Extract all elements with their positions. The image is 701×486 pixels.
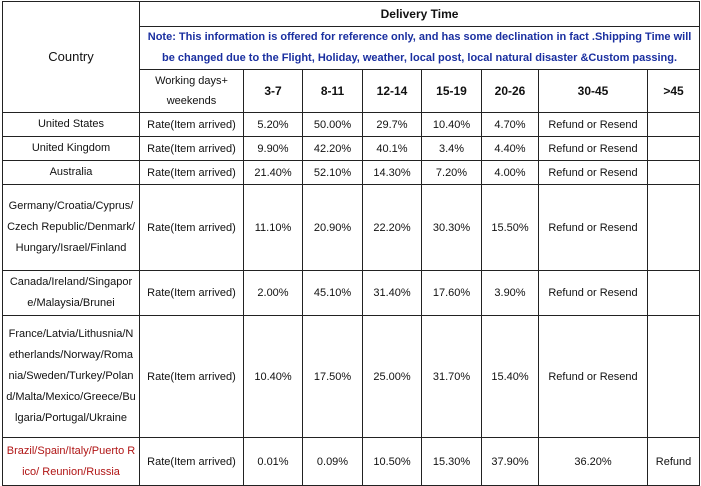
empty-cell [646, 160, 701, 185]
column-header: 12-14 [362, 69, 422, 113]
country-cell: Brazil/Spain/Italy/Puerto Rico/ Reunion/… [2, 437, 140, 486]
table-row: United Kingdom Rate(Item arrived) 9.90% 42.… [2, 136, 701, 161]
column-header: >45 [646, 69, 701, 113]
cell: 0.01% [243, 437, 303, 486]
country-header: Country [2, 1, 140, 113]
cell: 15.30% [421, 437, 482, 486]
delivery-time-header: Delivery Time [138, 1, 701, 27]
empty-cell [646, 112, 701, 137]
country-cell: United Kingdom [2, 136, 140, 161]
cell: 17.50% [302, 315, 363, 438]
table-row: United States Rate(Item arrived) 5.20% 50.0… [2, 112, 701, 137]
cell: 37.90% [481, 437, 539, 486]
cell: 40.1% [362, 136, 422, 161]
cell: 30.30% [421, 184, 482, 271]
cell: Rate(Item arrived) [139, 184, 244, 271]
cell: 45.10% [302, 270, 363, 316]
cell: 52.10% [302, 160, 363, 185]
cell: 5.20% [243, 112, 303, 137]
table-row: Germany/Croatia/Cyprus/Czech Republic/De… [2, 184, 701, 271]
cell: Refund or Resend [538, 315, 648, 438]
cell: Rate(Item arrived) [139, 136, 244, 161]
country-cell: Australia [2, 160, 140, 185]
cell: Refund or Resend [538, 270, 648, 316]
cell: 31.40% [362, 270, 422, 316]
table-row: Australia Rate(Item arrived) 21.40% 52.10% 1… [2, 160, 701, 185]
cell: 4.70% [481, 112, 539, 137]
column-header: Working days+ weekends [139, 69, 244, 113]
column-header: 8-11 [302, 69, 363, 113]
cell: 20.90% [302, 184, 363, 271]
cell: 50.00% [302, 112, 363, 137]
table-row: Brazil/Spain/Italy/Puerto Rico/ Reunion/… [2, 437, 701, 486]
cell: 15.40% [481, 315, 539, 438]
cell: Refund or Resend [538, 160, 648, 185]
cell: 17.60% [421, 270, 482, 316]
cell: Rate(Item arrived) [139, 160, 244, 185]
country-cell: France/Latvia/Lithusnia/Netherlands/Norw… [2, 315, 140, 438]
empty-cell [646, 315, 701, 438]
column-header: 20-26 [481, 69, 539, 113]
cell: 3.4% [421, 136, 482, 161]
cell: Rate(Item arrived) [139, 437, 244, 486]
cell: 15.50% [481, 184, 539, 271]
empty-cell [646, 270, 701, 316]
cell: Refund [646, 437, 701, 486]
cell: Refund or Resend [538, 184, 648, 271]
note: Note: This information is offered for re… [138, 26, 701, 70]
column-header: 3-7 [243, 69, 303, 113]
cell: 10.40% [243, 315, 303, 438]
cell: 9.90% [243, 136, 303, 161]
country-cell: United States [2, 112, 140, 137]
cell: 31.70% [421, 315, 482, 438]
column-header: 30-45 [538, 69, 648, 113]
cell: Refund or Resend [538, 112, 648, 137]
country-cell: Canada/Ireland/Singapore/Malaysia/Brunei [2, 270, 140, 316]
country-cell: Germany/Croatia/Cyprus/Czech Republic/De… [2, 184, 140, 271]
cell: 14.30% [362, 160, 422, 185]
table-row: France/Latvia/Lithusnia/Netherlands/Norw… [2, 315, 701, 438]
cell: Refund or Resend [538, 136, 648, 161]
table-row: Canada/Ireland/Singapore/Malaysia/Brunei… [2, 270, 701, 316]
empty-cell [646, 136, 701, 161]
cell: 4.40% [481, 136, 539, 161]
cell: Rate(Item arrived) [139, 270, 244, 316]
cell: 3.90% [481, 270, 539, 316]
cell: 4.00% [481, 160, 539, 185]
cell: 29.7% [362, 112, 422, 137]
cell: 7.20% [421, 160, 482, 185]
cell: 42.20% [302, 136, 363, 161]
empty-cell [646, 184, 701, 271]
cell: Rate(Item arrived) [139, 112, 244, 137]
cell: 0.09% [302, 437, 363, 486]
cell: 25.00% [362, 315, 422, 438]
cell: 10.40% [421, 112, 482, 137]
cell: 10.50% [362, 437, 422, 486]
cell: 22.20% [362, 184, 422, 271]
cell: 36.20% [538, 437, 648, 486]
cell: 21.40% [243, 160, 303, 185]
cell: Rate(Item arrived) [139, 315, 244, 438]
cell: 11.10% [243, 184, 303, 271]
cell: 2.00% [243, 270, 303, 316]
column-header: 15-19 [421, 69, 482, 113]
